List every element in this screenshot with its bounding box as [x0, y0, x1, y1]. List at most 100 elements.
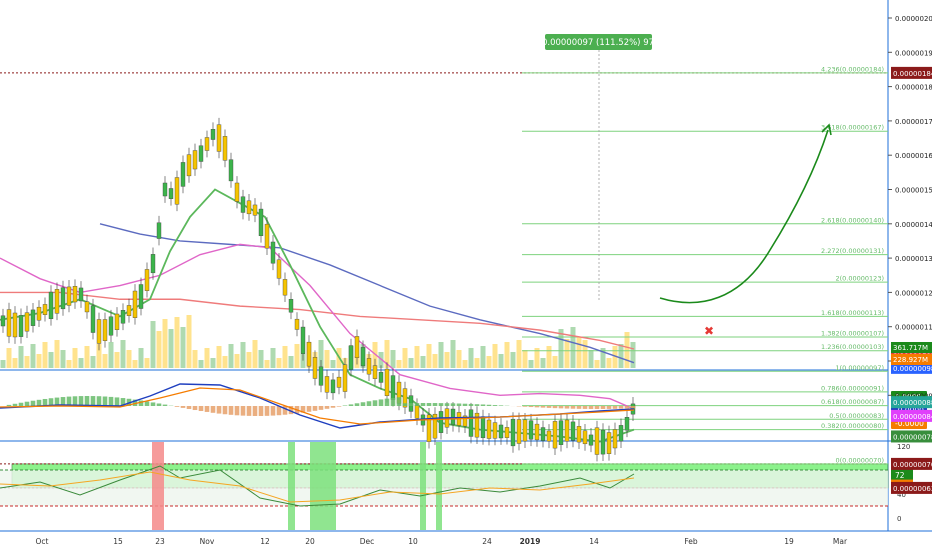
- candle-body: [516, 419, 522, 444]
- candle-body: [228, 159, 234, 182]
- macd-histogram-bar: [492, 405, 498, 406]
- candle-body: [102, 319, 108, 341]
- volume-bar: [300, 354, 306, 368]
- volume-bar: [294, 344, 300, 368]
- volume-bar: [600, 348, 606, 368]
- candle-body: [384, 368, 390, 397]
- volume-bar: [42, 342, 48, 368]
- candle-body: [336, 376, 342, 388]
- x-tick-label: 24: [482, 537, 492, 546]
- volume-bar: [30, 344, 36, 368]
- volume-bar: [582, 340, 588, 368]
- macd-histogram-bar: [402, 403, 408, 406]
- macd-histogram-bar: [66, 396, 72, 406]
- volume-bar: [570, 327, 576, 368]
- rsi-tick-label: 0: [897, 515, 901, 523]
- price-tag-label: 0.00000098: [893, 365, 932, 373]
- macd-histogram-bar: [222, 406, 228, 415]
- candle-body: [330, 379, 336, 394]
- sma-200-line: [0, 291, 635, 350]
- volume-bar: [270, 348, 276, 368]
- volume-bar: [144, 358, 150, 368]
- volume-tag: [891, 354, 932, 365]
- volume-tag: [891, 342, 932, 353]
- volume-bar: [0, 360, 6, 368]
- macd-histogram-bar: [384, 398, 390, 406]
- volume-bar: [216, 346, 222, 368]
- volume-bar: [228, 344, 234, 368]
- fib-label: 0.618(0.00000087): [821, 398, 884, 406]
- volume-bar: [186, 315, 192, 368]
- macd-histogram-bar: [450, 403, 456, 406]
- volume-bar: [18, 346, 24, 368]
- price-tag-label: 0.00000078: [893, 433, 932, 441]
- macd-histogram-bar: [90, 396, 96, 406]
- rsi-value-tag: [891, 468, 913, 481]
- macd-histogram-bar: [360, 402, 366, 406]
- rsi-band: [0, 470, 888, 506]
- candle-body: [612, 429, 618, 449]
- candle-body: [582, 430, 588, 445]
- rsi-value-label: 72: [895, 471, 905, 480]
- macd-histogram-bar: [594, 406, 600, 409]
- candle-body: [552, 421, 558, 449]
- y-tick-label: 0.00000140: [895, 221, 932, 229]
- candle-body: [210, 129, 216, 140]
- macd-histogram-bar: [468, 403, 474, 406]
- macd-histogram-bar: [438, 403, 444, 406]
- macd-histogram-bar: [108, 396, 114, 406]
- macd-histogram-bar: [60, 397, 66, 406]
- candle-body: [618, 425, 624, 442]
- macd-histogram-bar: [318, 406, 324, 410]
- candle-body: [6, 309, 12, 337]
- candles: [0, 117, 636, 462]
- macd-histogram-bar: [600, 406, 606, 409]
- macd-histogram-bar: [162, 404, 168, 406]
- candle-body: [12, 312, 18, 338]
- candle-body: [540, 427, 546, 441]
- rsi-tick-label: 120: [897, 443, 910, 451]
- volume-bar: [138, 348, 144, 368]
- volume-bar: [126, 350, 132, 368]
- candle-body: [174, 177, 180, 205]
- volume-bar: [534, 348, 540, 368]
- candle-body: [432, 413, 438, 439]
- candle-body: [240, 196, 246, 213]
- fib-label: 0(0.00000070): [836, 456, 885, 464]
- x-tick-label: 2019: [520, 537, 541, 546]
- macd-histogram-bar: [588, 406, 594, 409]
- macd-histogram-bar: [144, 401, 150, 406]
- rsi-tick-label: 40: [897, 491, 906, 499]
- macd-histogram-bar: [324, 406, 330, 409]
- volume-bar: [426, 344, 432, 368]
- macd-histogram-bar: [252, 406, 258, 416]
- volume-bar: [78, 358, 84, 368]
- fib-label: 2(0.00000123): [836, 275, 885, 283]
- candle-body: [474, 412, 480, 438]
- candle-body: [276, 259, 282, 279]
- volume-tag-label: 361.717M: [893, 344, 928, 352]
- macd-histogram-bar: [84, 396, 90, 406]
- macd-histogram-bar: [228, 406, 234, 415]
- macd-histogram-bar: [120, 398, 126, 406]
- volume-bar: [204, 348, 210, 368]
- macd-histogram-bar: [336, 406, 342, 407]
- ema-mid-line: [0, 243, 635, 410]
- volume-bar: [444, 352, 450, 368]
- volume-bar: [402, 348, 408, 368]
- macd-histogram-bar: [42, 398, 48, 406]
- macd-histogram-bar: [150, 402, 156, 406]
- price-tag-label: 0.00000063: [893, 485, 932, 493]
- candle-body: [84, 301, 90, 313]
- macd-histogram-bar: [558, 406, 564, 409]
- panes: [0, 0, 932, 532]
- rsi-highlight: [310, 442, 336, 530]
- volume-tag-label: 228.927M: [893, 356, 928, 364]
- macd-histogram-bar: [156, 403, 162, 406]
- candle-body: [108, 316, 114, 336]
- fib-label: 0.5(0.00000083): [829, 412, 884, 420]
- macd-histogram-bar: [12, 403, 18, 406]
